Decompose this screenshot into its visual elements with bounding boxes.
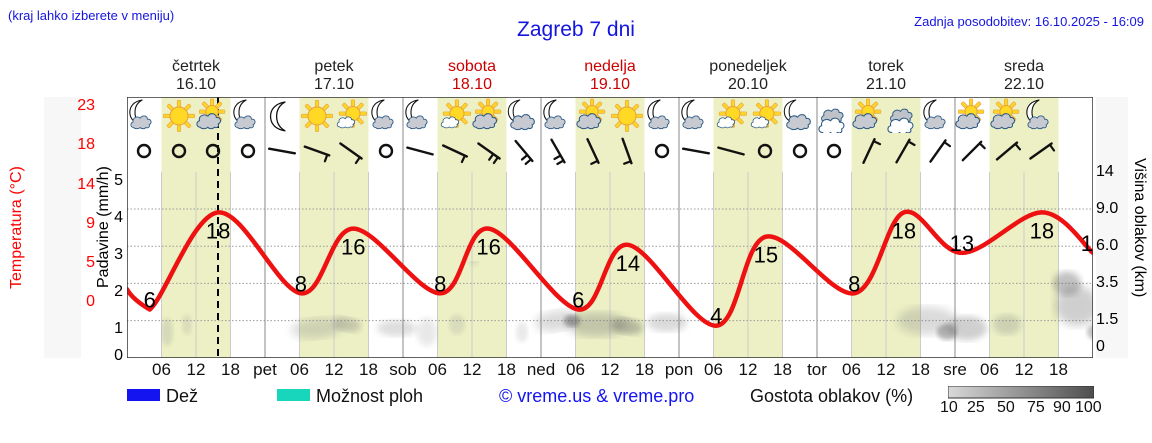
svg-text:8: 8 bbox=[848, 271, 860, 296]
svg-text:8: 8 bbox=[295, 271, 307, 296]
svg-text:4: 4 bbox=[710, 304, 722, 329]
svg-text:6: 6 bbox=[144, 288, 156, 313]
svg-text:6: 6 bbox=[572, 288, 584, 313]
svg-text:13: 13 bbox=[1081, 231, 1093, 256]
svg-text:18: 18 bbox=[892, 218, 916, 243]
svg-text:15: 15 bbox=[754, 243, 778, 268]
svg-text:14: 14 bbox=[616, 251, 640, 276]
svg-text:16: 16 bbox=[341, 235, 365, 260]
svg-text:18: 18 bbox=[206, 218, 230, 243]
svg-text:18: 18 bbox=[1030, 218, 1054, 243]
svg-text:13: 13 bbox=[950, 231, 974, 256]
svg-text:16: 16 bbox=[476, 235, 500, 260]
svg-text:8: 8 bbox=[434, 271, 446, 296]
